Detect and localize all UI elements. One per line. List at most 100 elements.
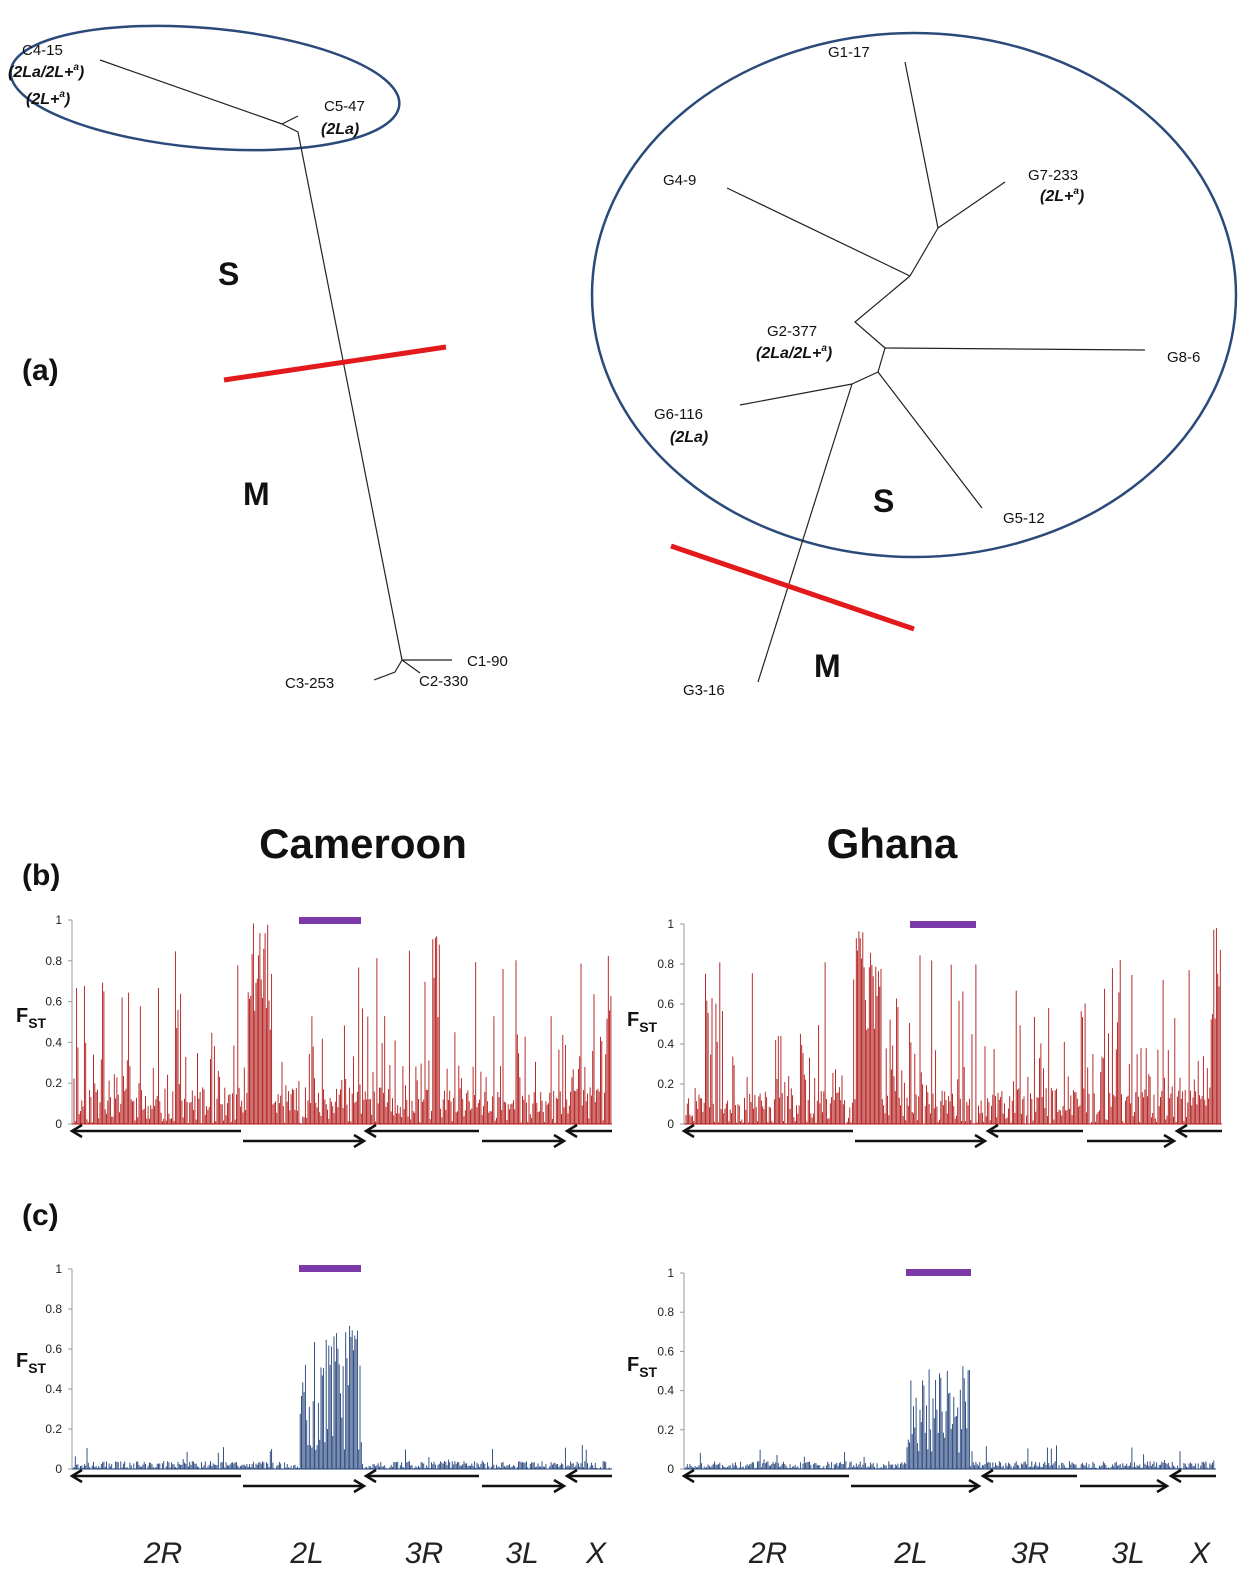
y-tick-label: 1 [55,1262,62,1276]
y-tick-label: 0.4 [657,1384,674,1398]
arm-arrow-3r [363,1468,479,1484]
form-label-s-ghana: S [873,483,894,519]
inversion-2la-bar [299,917,361,924]
arm-arrow-x [564,1468,612,1484]
y-tick-label: 0.6 [45,1342,62,1356]
y-tick-label: 1 [667,917,674,931]
y-tick-label: 0.6 [657,1344,674,1358]
cluster-ellipse-ghana-s [590,31,1238,559]
branch-g6-116 [739,383,853,406]
branch-c4-15 [99,59,283,125]
tree-ghana: G1-17 G4-9 G7-233 (2L+a​) G2-377 (2La/2L… [590,31,1238,699]
form-divider-cameroon [223,344,447,383]
karyotype-c5-47: (2La) [321,121,359,138]
form-label-m-cameroon: M [243,476,270,512]
y-tick-label: 0 [667,1462,674,1476]
y-tick-label: 0.8 [45,954,62,968]
karyotype-c4-15-a: (2La/2L+a​) [8,62,84,81]
arm-label-x: X [1189,1537,1211,1570]
arm-label-3l: 3L [505,1537,538,1570]
y-tick-label: 1 [55,913,62,927]
arm-arrow-2l [855,1133,988,1149]
tree-cameroon: C4-15 (2La/2L+a​) (2L+a​) C5-47 (2La) C1… [8,24,508,692]
branch-g8-6 [884,347,1146,351]
y-tick-label: 0.8 [657,1305,674,1319]
node-label-g5-12: G5-12 [1003,510,1045,527]
arm-arrow-2l [243,1478,367,1494]
arm-arrow-3l [1080,1478,1170,1494]
arm-arrow-3r [985,1123,1083,1139]
branch-internal-4 [851,371,879,385]
arm-arrow-2l [851,1478,982,1494]
arm-arrow-2r [681,1468,849,1484]
branch-g1-17 [904,61,939,229]
node-label-c3-253: C3-253 [285,675,334,692]
inversion-2la-bar [906,1269,971,1276]
arm-arrow-2r [681,1123,853,1139]
fst-plot-b-cameroon: 0 0.2 0.4 0.6 0.8 1 FST [16,913,612,1149]
branch-g7-233 [937,181,1006,229]
y-tick-label: 0 [667,1117,674,1131]
arm-arrow-x [1174,1123,1222,1139]
y-tick-label: 0.4 [45,1035,62,1049]
inversion-2la-bar [299,1265,361,1272]
node-label-c1-90: C1-90 [467,653,508,670]
y-axis-label: FST [627,1009,658,1035]
y-tick-label: 0.6 [657,997,674,1011]
panel-label-a: (a) [22,354,59,387]
arm-arrow-3l [482,1133,567,1149]
y-tick-label: 0.2 [657,1077,674,1091]
node-label-g8-6: G8-6 [1167,349,1200,366]
branch-internal-1 [909,227,939,277]
node-label-c4-15: C4-15 [22,42,63,59]
karyotype-g6-116: (2La) [670,429,708,446]
arm-arrow-3r [363,1123,479,1139]
arm-label-3l: 3L [1111,1537,1144,1570]
form-label-s-cameroon: S [218,256,239,292]
arm-arrow-3l [1087,1133,1177,1149]
arm-arrow-x [1168,1468,1216,1484]
inversion-2la-bar [910,921,976,928]
y-tick-label: 0.2 [45,1076,62,1090]
node-label-c2-330: C2-330 [419,673,468,690]
node-label-c5-47: C5-47 [324,98,365,115]
y-tick-label: 0.4 [45,1382,62,1396]
arm-label-x: X [585,1537,607,1570]
fst-plot-b-ghana: 0 0.2 0.4 0.6 0.8 1 FST [627,917,1222,1149]
form-divider-ghana [670,543,915,632]
title-ghana: Ghana [827,820,958,867]
branch-c2-330 [401,659,421,674]
arm-arrow-3l [482,1478,567,1494]
y-tick-label: 0.8 [45,1302,62,1316]
arm-arrow-2r [69,1123,241,1139]
y-tick-label: 0.8 [657,957,674,971]
arm-arrow-x [564,1123,612,1139]
y-tick-label: 0.2 [657,1423,674,1437]
y-axis-label: FST [16,1350,47,1376]
form-label-m-ghana: M [814,648,841,684]
y-tick-label: 0 [55,1462,62,1476]
fst-plot-c-cameroon: 0 0.2 0.4 0.6 0.8 1 FST [16,1262,612,1494]
branch-c3-253 [373,659,403,681]
branch-internal-3 [877,347,886,373]
arm-arrow-2r [69,1468,241,1484]
node-label-g2-377: G2-377 [767,323,817,340]
branch-g3-16 [757,383,853,683]
branch-g4-9 [726,187,911,277]
node-label-g1-17: G1-17 [828,44,870,61]
panel-label-c: (c) [22,1199,59,1232]
arm-label-2r: 2R [143,1537,182,1570]
y-tick-label: 0.2 [45,1422,62,1436]
y-tick-label: 0.4 [657,1037,674,1051]
arm-labels-ghana: 2R 2L 3R 3L X [748,1537,1211,1570]
karyotype-g2-377: (2La/2L+a​) [756,343,832,362]
y-tick-label: 0 [55,1117,62,1131]
y-axis-label: FST [16,1005,47,1031]
panel-label-b: (b) [22,859,60,892]
y-tick-label: 0.6 [45,995,62,1009]
arm-arrow-3r [980,1468,1077,1484]
arm-label-3r: 3R [1011,1537,1049,1570]
arm-label-2l: 2L [893,1537,927,1570]
node-label-g4-9: G4-9 [663,172,696,189]
